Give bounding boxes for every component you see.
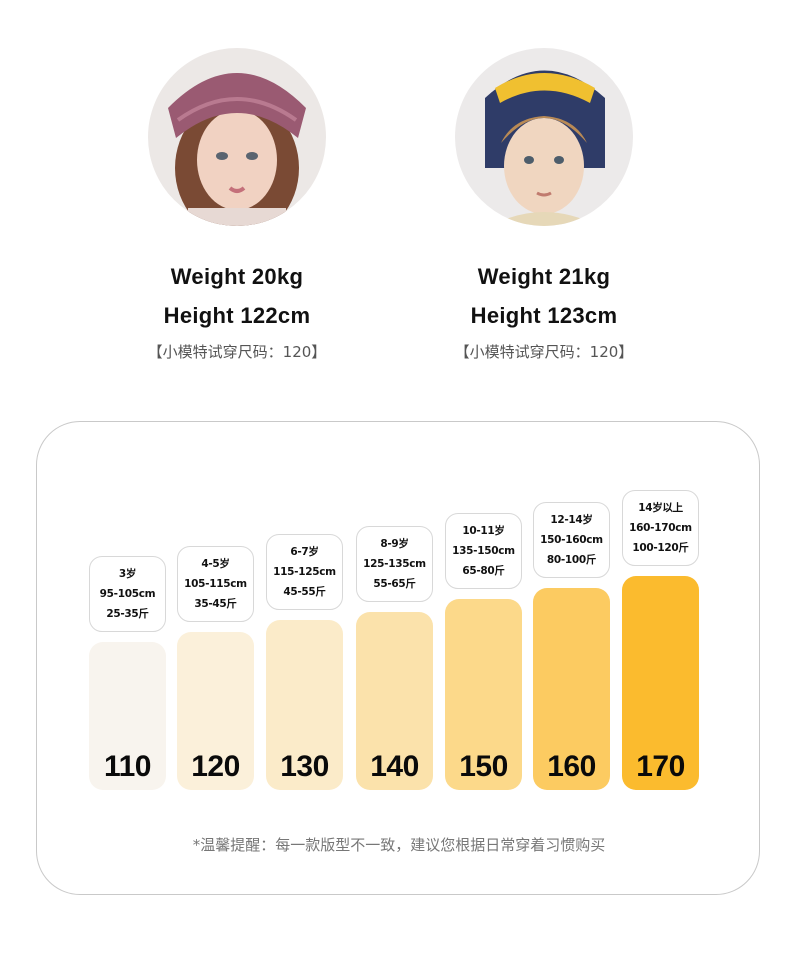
size-label: 130 xyxy=(280,750,329,783)
size-bar: 160 xyxy=(533,588,610,790)
size-height-range: 115-125cm xyxy=(273,566,336,578)
size-age: 10-11岁 xyxy=(462,525,505,537)
size-height-range: 125-135cm xyxy=(363,558,426,570)
size-age: 3岁 xyxy=(118,568,137,580)
size-height-range: 150-160cm xyxy=(540,534,603,546)
size-label: 160 xyxy=(547,750,596,783)
size-label: 120 xyxy=(191,750,240,783)
size-age: 8-9岁 xyxy=(380,538,409,550)
size-info-tag: 3岁 95-105cm 25-35斤 xyxy=(89,556,166,632)
size-bar: 130 xyxy=(266,620,343,790)
size-label: 170 xyxy=(636,750,685,783)
size-height-range: 160-170cm xyxy=(629,522,692,534)
size-note: *温馨提醒：每一款版型不一致，建议您根据日常穿着习惯购买 xyxy=(192,836,606,854)
size-column-110: 3岁 95-105cm 25-35斤 110 xyxy=(89,422,166,896)
size-info-tag: 8-9岁 125-135cm 55-65斤 xyxy=(356,526,433,602)
size-weight-range: 65-80斤 xyxy=(462,565,505,577)
size-info-tag: 6-7岁 115-125cm 45-55斤 xyxy=(266,534,343,610)
size-height-range: 135-150cm xyxy=(452,545,515,557)
model-boy: Weight 21kg Height 123cm 【小模特试穿尺码：120】 xyxy=(414,48,674,362)
model-boy-weight: Weight 21kg xyxy=(477,264,611,289)
size-weight-range: 55-65斤 xyxy=(373,578,416,590)
size-label: 110 xyxy=(104,750,151,783)
size-height-range: 95-105cm xyxy=(99,588,156,600)
size-bar: 140 xyxy=(356,612,433,790)
size-weight-range: 45-55斤 xyxy=(283,586,326,598)
size-bar: 110 xyxy=(89,642,166,790)
size-weight-range: 25-35斤 xyxy=(106,608,149,620)
size-label: 150 xyxy=(459,750,508,783)
size-bar: 120 xyxy=(177,632,254,790)
size-bar: 170 xyxy=(622,576,699,790)
model-boy-fit-size: 【小模特试穿尺码：120】 xyxy=(454,343,634,361)
size-column-150: 10-11岁 135-150cm 65-80斤 150 xyxy=(445,422,522,896)
model-girl-fit-size: 【小模特试穿尺码：120】 xyxy=(147,343,327,361)
size-height-range: 105-115cm xyxy=(184,578,247,590)
size-age: 6-7岁 xyxy=(290,546,319,558)
model-girl-photo xyxy=(148,48,326,226)
model-girl-height: Height 122cm xyxy=(163,303,311,328)
size-chart-card: 3岁 95-105cm 25-35斤 110 4-5岁 105-115cm 35-45斤 12… xyxy=(36,421,760,895)
size-column-130: 6-7岁 115-125cm 45-55斤 130 xyxy=(266,422,343,896)
size-info-tag: 12-14岁 150-160cm 80-100斤 xyxy=(533,502,610,578)
size-column-170: 14岁以上 160-170cm 100-120斤 170 xyxy=(622,422,699,896)
size-info-tag: 4-5岁 105-115cm 35-45斤 xyxy=(177,546,254,622)
model-girl: Weight 20kg Height 122cm 【小模特试穿尺码：120】 xyxy=(107,48,367,362)
model-boy-photo xyxy=(455,48,633,226)
size-column-120: 4-5岁 105-115cm 35-45斤 120 xyxy=(177,422,254,896)
model-girl-weight: Weight 20kg xyxy=(170,264,304,289)
size-weight-range: 80-100斤 xyxy=(546,554,597,566)
size-bar: 150 xyxy=(445,599,522,790)
size-column-160: 12-14岁 150-160cm 80-100斤 160 xyxy=(533,422,610,896)
size-info-tag: 14岁以上 160-170cm 100-120斤 xyxy=(622,490,699,566)
size-age: 12-14岁 xyxy=(550,514,593,526)
size-weight-range: 35-45斤 xyxy=(194,598,237,610)
size-column-140: 8-9岁 125-135cm 55-65斤 140 xyxy=(356,422,433,896)
model-boy-height: Height 123cm xyxy=(470,303,618,328)
size-info-tag: 10-11岁 135-150cm 65-80斤 xyxy=(445,513,522,589)
size-age: 4-5岁 xyxy=(201,558,230,570)
size-label: 140 xyxy=(370,750,419,783)
size-age: 14岁以上 xyxy=(638,502,683,514)
size-weight-range: 100-120斤 xyxy=(632,542,689,554)
